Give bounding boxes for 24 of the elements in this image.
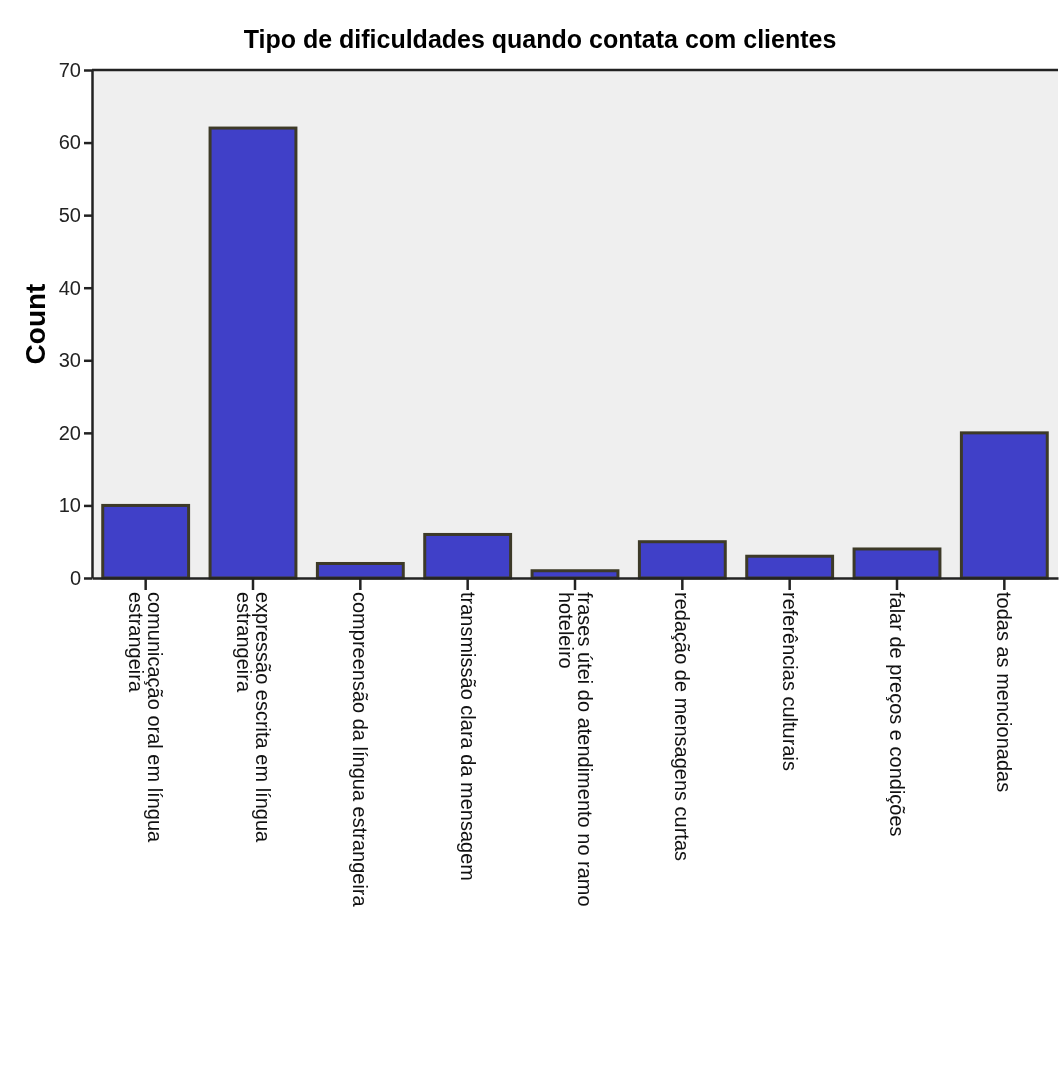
y-tick-label: 50: [58, 204, 81, 227]
bar: [423, 532, 513, 580]
bar: [959, 431, 1049, 580]
y-tick-label: 60: [58, 131, 81, 154]
x-tick-label: referências culturais: [778, 592, 801, 771]
x-tick-label: frases útei do atendimento no ramo hoteleiro: [554, 592, 596, 907]
y-tick-label: 0: [69, 566, 81, 589]
x-tick-label: comunicação oral em língua estrangeira: [125, 592, 167, 844]
x-tick-label: todas as mencionadas: [993, 592, 1016, 793]
x-tick-label: falar de preços e condições: [886, 592, 908, 837]
x-tick-label: transmissão clara da mensagem: [456, 592, 479, 882]
bar: [101, 503, 191, 580]
y-tick-label: 20: [58, 421, 81, 444]
y-tick-label: 70: [58, 58, 81, 81]
bar: [637, 540, 727, 580]
y-tick-label: 40: [58, 276, 81, 299]
bar: [852, 547, 942, 580]
y-tick-label: 30: [58, 349, 81, 372]
y-axis-title: Count: [20, 283, 51, 365]
x-tick-label: redação de mensagens curtas: [671, 592, 694, 862]
bar: [208, 126, 298, 580]
chart-title: Tipo de dificuldades quando contata com clientes: [243, 25, 837, 53]
y-tick-label: 10: [58, 494, 81, 517]
x-tick-label: compreensão da língua estrangeira: [349, 592, 372, 908]
